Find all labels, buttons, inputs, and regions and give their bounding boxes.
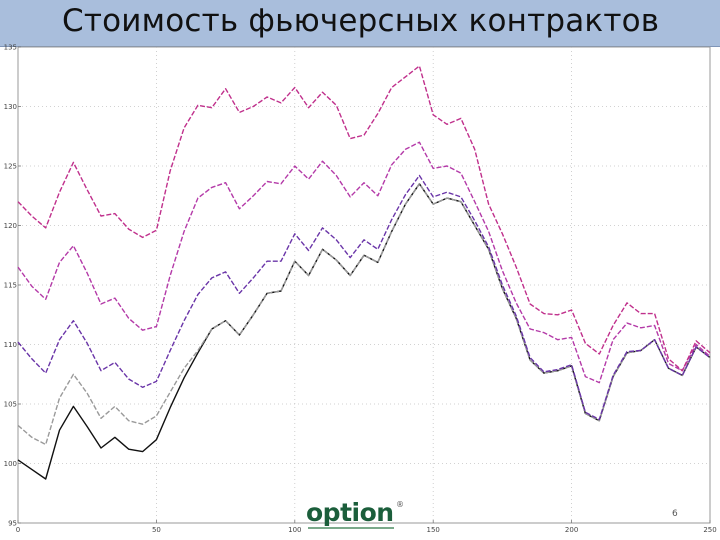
- y-tick-label: 130: [4, 103, 17, 111]
- logo-wordmark: option: [306, 498, 394, 527]
- slide-title: Стоимость фьючерсных контрактов: [62, 3, 660, 39]
- series-line-4: [17, 141, 711, 384]
- x-tick-label: 50: [152, 526, 161, 534]
- x-tick-label: 200: [565, 526, 578, 534]
- x-tick-label: 150: [427, 526, 440, 534]
- y-tick-label: 105: [4, 401, 17, 409]
- page-number: 6: [672, 509, 678, 519]
- y-tick-label: 95: [8, 520, 17, 528]
- logo-registered-mark: ®: [396, 500, 404, 509]
- chart-tick-labels: 0 50 100 150 200 250 95 100 105 110 115 120 125 130 13…: [4, 44, 717, 535]
- option-logo: option ®: [306, 498, 406, 532]
- title-bar: Стоимость фьючерсных контрактов: [0, 0, 720, 47]
- series-line-1: [17, 183, 711, 480]
- series-line-3: [17, 174, 711, 421]
- y-tick-label: 125: [4, 163, 17, 171]
- series-line-2: [17, 183, 711, 446]
- x-tick-label: 250: [703, 526, 716, 534]
- x-tick-label: 0: [16, 526, 20, 534]
- chart-series: [17, 65, 711, 480]
- chart-grid: [17, 46, 711, 524]
- y-tick-label: 120: [4, 222, 17, 230]
- series-line-5: [17, 65, 711, 372]
- logo-tagline-line: [308, 527, 394, 529]
- x-tick-label: 100: [288, 526, 301, 534]
- y-tick-label: 115: [4, 282, 17, 290]
- y-tick-label: 100: [4, 460, 17, 468]
- y-tick-label: 135: [4, 44, 17, 52]
- y-tick-label: 110: [4, 341, 17, 349]
